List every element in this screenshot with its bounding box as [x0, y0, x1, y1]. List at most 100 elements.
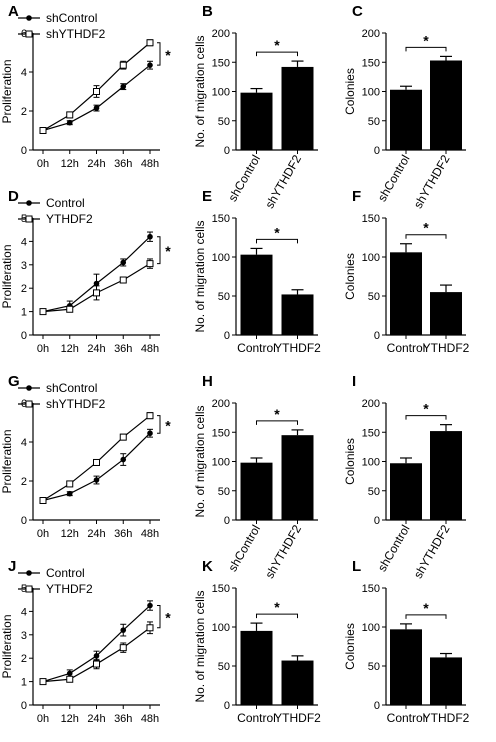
x-tick-label: 0h [37, 158, 49, 170]
x-tick-label: 24h [87, 158, 105, 170]
y-tick-label: 100 [212, 457, 230, 469]
x-tick-label: 48h [141, 343, 159, 355]
panel-letter: H [202, 373, 213, 390]
significance-star: * [423, 401, 429, 417]
x-tick-label: 0h [37, 713, 49, 725]
data-point [39, 308, 47, 316]
y-tick-label: 50 [368, 661, 380, 673]
x-tick-label: 0h [37, 343, 49, 355]
y-tick-label: 2 [21, 283, 27, 295]
data-point [119, 61, 127, 69]
data-point [119, 433, 127, 441]
y-tick-label: 2 [21, 106, 27, 118]
significance-bracket [256, 613, 298, 619]
y-axis-label: Proliferation [0, 59, 14, 123]
panel-e: E 0 50 100 150 No. of migration cells ControlY… [193, 188, 321, 355]
y-tick-label: 0 [374, 515, 380, 527]
y-tick-label: 200 [362, 28, 380, 40]
panel-letter: E [202, 188, 212, 205]
data-point [120, 456, 127, 463]
y-axis-label: Proliferation [0, 429, 14, 493]
bar [281, 435, 314, 520]
legend-marker [26, 570, 32, 576]
data-point [66, 305, 74, 313]
legend-label: YTHDF2 [46, 212, 93, 226]
legend-label: shYTHDF2 [46, 27, 106, 41]
legend-marker [26, 200, 32, 206]
significance-bracket [157, 236, 161, 265]
y-tick-label: 100 [212, 87, 230, 99]
x-tick-label: Control [387, 711, 426, 725]
y-tick-label: 4 [21, 236, 27, 248]
x-tick-label: 48h [141, 158, 159, 170]
y-tick-label: 0 [224, 515, 230, 527]
legend-marker [25, 30, 33, 38]
panel-letter: I [352, 373, 356, 390]
bar [390, 463, 422, 520]
significance-bracket [405, 415, 447, 420]
legend-marker [25, 400, 33, 408]
x-tick-label: 0h [37, 528, 49, 540]
y-tick-label: 50 [218, 661, 230, 673]
x-tick-label: shYTHDF2 [262, 152, 304, 211]
data-point [147, 430, 153, 437]
y-tick-label: 200 [362, 398, 380, 410]
y-tick-label: 50 [368, 116, 380, 128]
bar [281, 294, 314, 335]
y-tick-label: 200 [212, 28, 230, 40]
y-tick-label: 150 [212, 583, 230, 595]
x-tick-label: 48h [141, 713, 159, 725]
significance-star: * [423, 600, 429, 616]
y-tick-label: 2 [21, 476, 27, 488]
data-point [93, 289, 100, 297]
panel-letter: L [352, 558, 361, 575]
y-tick-label: 1 [21, 677, 27, 689]
y-tick-label: 0 [21, 145, 27, 157]
data-point [66, 480, 74, 488]
data-point [146, 39, 154, 47]
x-tick-label: 36h [114, 713, 132, 725]
data-point [39, 678, 47, 686]
significance-star: * [165, 417, 171, 433]
data-point [66, 675, 74, 683]
y-tick-label: 0 [374, 330, 380, 342]
data-point [120, 83, 127, 90]
y-tick-label: 50 [218, 291, 230, 303]
significance-star: * [274, 406, 280, 422]
bar [281, 66, 314, 150]
significance-star: * [423, 220, 429, 236]
series-line-0 [42, 605, 151, 683]
y-tick-label: 0 [21, 515, 27, 527]
x-tick-label: YTHDF2 [423, 711, 470, 725]
y-tick-label: 50 [218, 116, 230, 128]
y-tick-label: 150 [362, 57, 380, 69]
legend-marker [25, 585, 33, 593]
data-point [147, 602, 153, 609]
y-tick-label: 0 [224, 145, 230, 157]
panel-k: K 0 50 100 150 No. of migration cells ControlY… [193, 558, 321, 725]
x-tick-label: 24h [87, 343, 105, 355]
y-axis-label: No. of migration cells [193, 35, 207, 147]
data-point [147, 233, 153, 240]
data-point [120, 259, 127, 266]
y-tick-label: 150 [362, 583, 380, 595]
y-tick-label: 0 [374, 145, 380, 157]
data-point [66, 490, 73, 497]
y-axis-label: No. of migration cells [193, 590, 207, 702]
panel-letter: K [202, 558, 213, 575]
y-tick-label: 0 [224, 330, 230, 342]
x-tick-label: 48h [141, 528, 159, 540]
legend-label: Control [46, 566, 85, 580]
bar [240, 92, 273, 150]
data-point [147, 62, 153, 68]
y-axis-label: Colonies [343, 623, 357, 670]
y-tick-label: 3 [21, 260, 27, 272]
x-tick-label: 12h [61, 528, 79, 540]
significance-bracket [157, 605, 161, 629]
